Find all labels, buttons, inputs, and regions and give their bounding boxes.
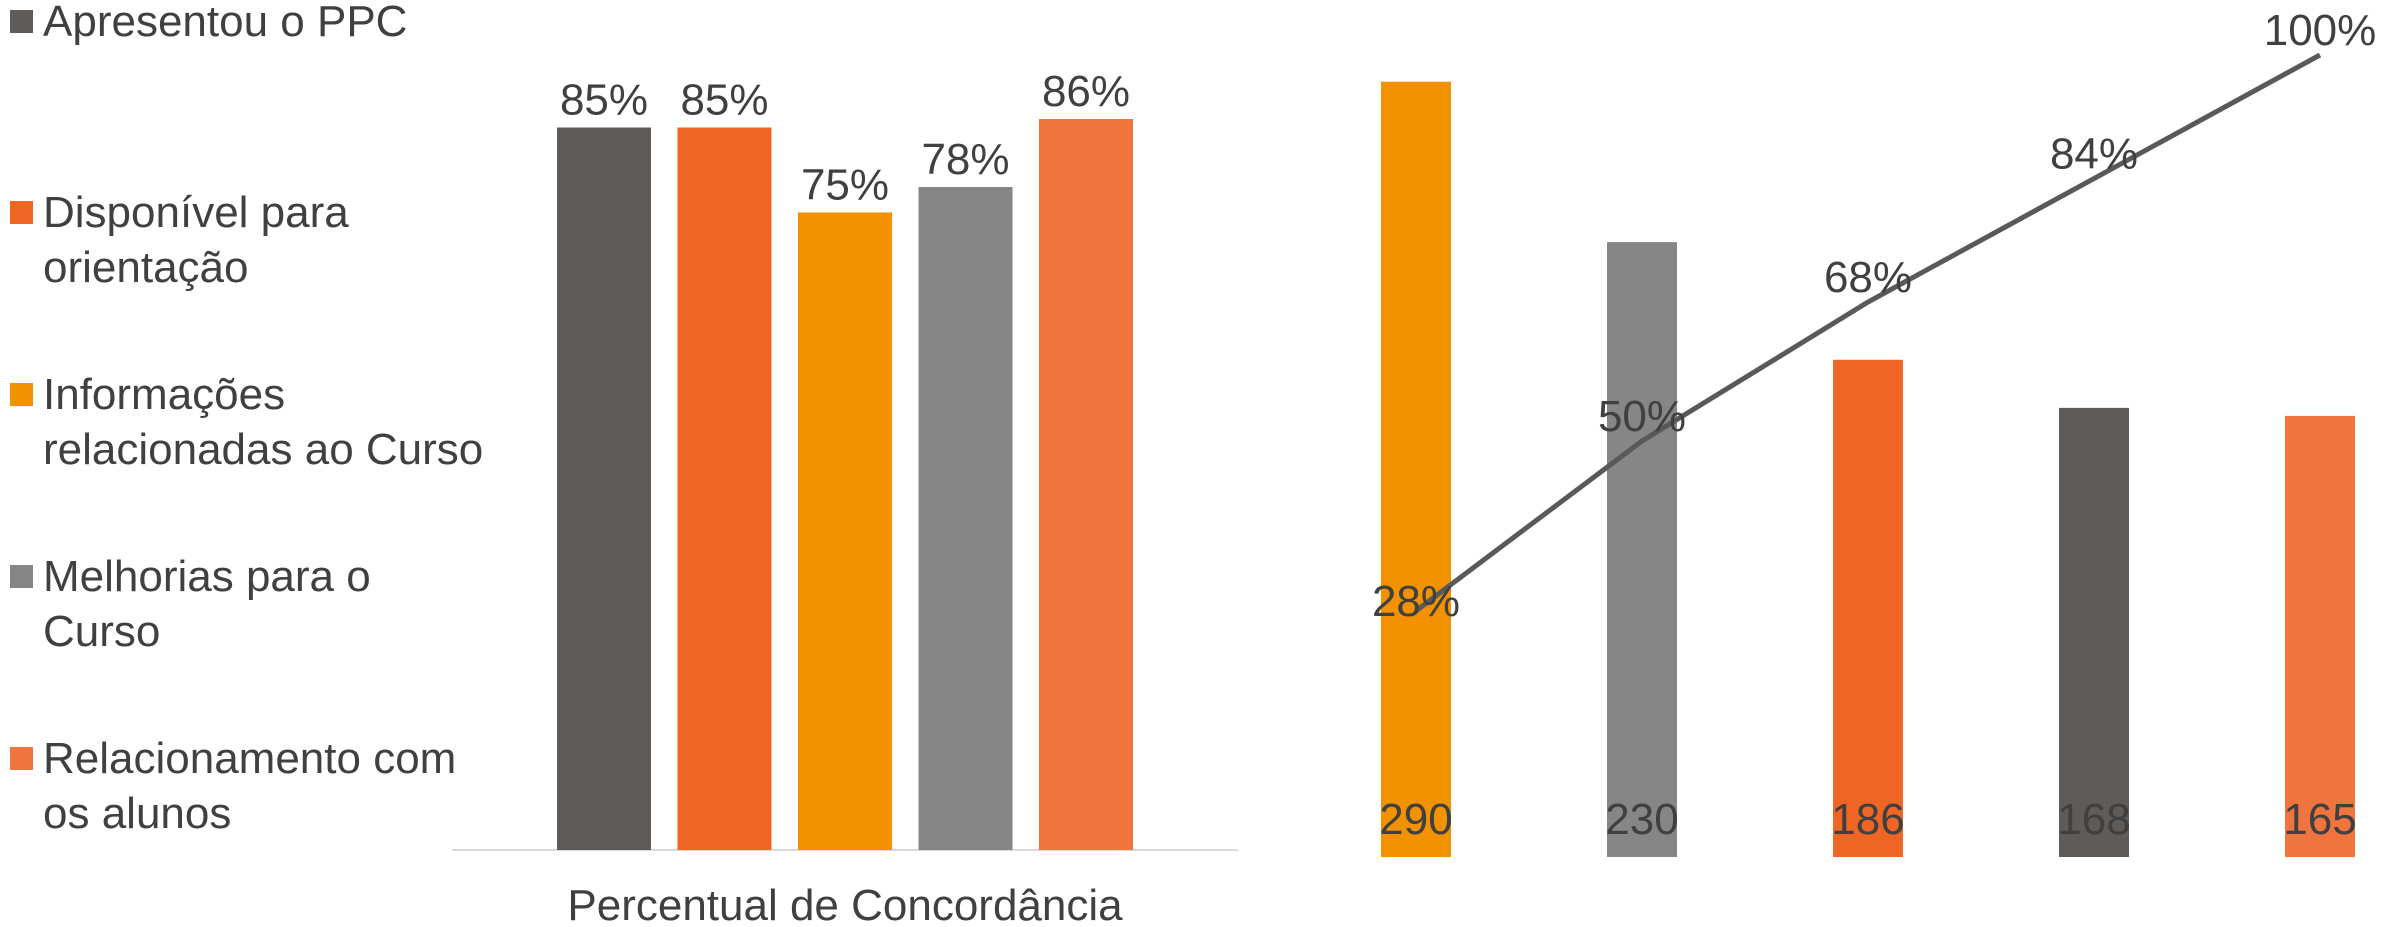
legend-item-apresentou-ppc: Apresentou o PPC xyxy=(10,0,407,49)
pareto-line-label-5: 100% xyxy=(2264,6,2377,55)
legend-swatch-disponivel-orientacao xyxy=(10,201,33,224)
legend-label-relacionamento-alunos: Relacionamento com os alunos xyxy=(43,734,457,838)
pareto-bar-label-5: 165 xyxy=(2283,795,2356,844)
pareto-bar-2 xyxy=(1607,242,1677,858)
legend-label-melhorias-curso: Melhorias para o Curso xyxy=(43,552,371,656)
left-bar-label-2: 85% xyxy=(680,76,768,125)
pareto-line-label-3: 68% xyxy=(1824,253,1912,302)
pareto-line-label-4: 84% xyxy=(2050,130,2138,179)
pareto-line-label-2: 50% xyxy=(1598,392,1686,441)
pareto-bar-label-3: 186 xyxy=(1831,795,1904,844)
legend-swatch-relacionamento-alunos xyxy=(10,747,33,770)
pareto-cumulative-line xyxy=(1414,52,2322,613)
legend-swatch-melhorias-curso xyxy=(10,565,33,588)
legend-label-disponivel-orientacao: Disponível para orientação xyxy=(43,188,349,292)
left-bar-4 xyxy=(918,187,1013,850)
pareto-bar-label-1: 290 xyxy=(1379,795,1452,844)
pareto-bar-label-4: 168 xyxy=(2057,795,2130,844)
left-bar-1 xyxy=(557,127,651,850)
left-x-axis-title: Percentual de Concordância xyxy=(567,881,1123,927)
pareto-bar-1 xyxy=(1381,81,1451,857)
legend-swatch-apresentou-ppc xyxy=(10,10,33,33)
legend-item-disponivel-orientacao: Disponível para orientação xyxy=(10,185,349,295)
left-bar-label-3: 75% xyxy=(801,161,889,210)
left-bar-3 xyxy=(798,212,892,850)
legend-item-relacionamento-alunos: Relacionamento com os alunos xyxy=(10,731,456,841)
legend-item-melhorias-curso: Melhorias para o Curso xyxy=(10,549,371,659)
pareto-bar-5 xyxy=(2285,415,2355,857)
legend-swatch-informacoes-curso xyxy=(10,383,33,406)
left-bar-5 xyxy=(1039,119,1133,850)
legend-label-informacoes-curso: Informações relacionadas ao Curso xyxy=(43,370,484,474)
pareto-line-label-1: 28% xyxy=(1372,577,1460,626)
left-bar-label-5: 86% xyxy=(1042,67,1130,116)
legend-label-apresentou-ppc: Apresentou o PPC xyxy=(43,0,408,46)
left-bar-label-1: 85% xyxy=(560,76,648,125)
pareto-bar-label-2: 230 xyxy=(1605,795,1678,844)
legend-item-informacoes-curso: Informações relacionadas ao Curso xyxy=(10,367,483,477)
left-bar-2 xyxy=(677,127,772,850)
left-bar-label-4: 78% xyxy=(921,135,1009,184)
chart-legend: Apresentou o PPC Disponível para orienta… xyxy=(10,0,550,927)
pareto-bar-3 xyxy=(1833,359,1903,857)
pareto-bar-4 xyxy=(2059,407,2129,857)
